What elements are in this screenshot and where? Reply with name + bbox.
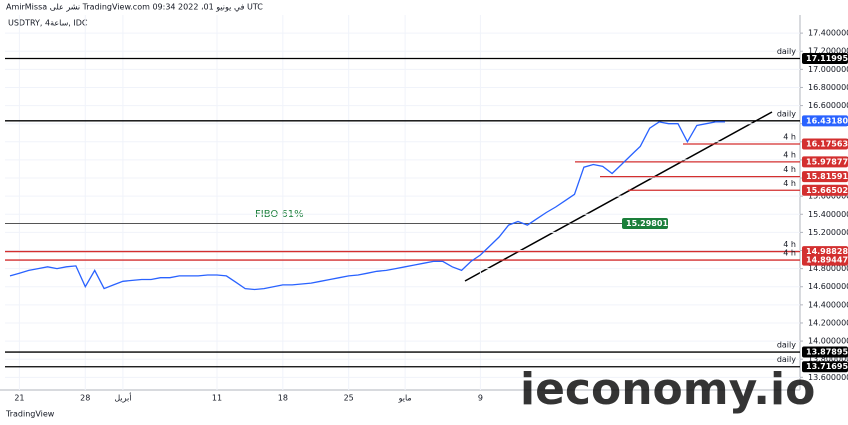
price-tag-label: 14.894473: [806, 256, 848, 265]
price-tag: [802, 115, 848, 127]
y-tick-label: 14.600000: [808, 282, 848, 291]
price-tag-label: 16.175630: [806, 140, 848, 149]
x-tick-label: أبريل: [114, 393, 131, 403]
y-tick-label: 17.400000: [808, 29, 848, 38]
level-note: 4 h: [783, 133, 796, 142]
y-tick-label: 14.200000: [808, 318, 848, 327]
y-tick-label: 15.200000: [808, 228, 848, 237]
price-tag: [802, 138, 848, 150]
y-tick-label: 13.800000: [808, 355, 848, 364]
y-tick-label: 14.000000: [808, 337, 848, 346]
x-tick-label: 25: [344, 394, 354, 403]
y-tick-label: 14.400000: [808, 300, 848, 309]
level-note: 4 h: [783, 165, 796, 174]
level-note: daily: [777, 355, 796, 364]
level-note: 4 h: [783, 240, 796, 249]
x-tick-label: 28: [80, 394, 90, 403]
y-tick-label: 15.600000: [808, 192, 848, 201]
price-tag-label: 16.431800: [806, 116, 848, 125]
price-tag: [802, 171, 848, 183]
price-tag-label: 15.665023: [806, 186, 848, 195]
price-tag: [802, 254, 848, 266]
price-tag: [802, 156, 848, 168]
y-tick-label: 16.800000: [808, 83, 848, 92]
price-tag-label: 14.988281: [806, 247, 848, 256]
price-tag: [802, 246, 848, 258]
price-tag-label: 17.119958: [806, 54, 848, 63]
y-tick-label: 16.600000: [808, 101, 848, 110]
level-note: 4 h: [783, 249, 796, 258]
header: AmirMissa نشر على TradingView.com في يون…: [6, 3, 263, 12]
x-tick-label: 18: [278, 394, 288, 403]
price-tag: [802, 346, 848, 358]
brand: TradingView: [5, 410, 55, 419]
y-tick-label: 17.000000: [808, 65, 848, 74]
price-tag: [622, 218, 668, 230]
price-tag-label: 15.815915: [806, 172, 848, 181]
price-tag-label: 13.878959: [806, 348, 848, 357]
level-note: daily: [777, 47, 796, 56]
level-note: daily: [777, 341, 796, 350]
symbol: USDTRY, 4ساعة, IDC: [8, 19, 88, 28]
price-tag: [802, 52, 848, 64]
y-tick-label: 15.400000: [808, 210, 848, 219]
level-note: daily: [777, 109, 796, 118]
x-tick-label: 21: [14, 394, 24, 403]
y-tick-label: 13.600000: [808, 373, 848, 382]
price-tag-label: 15.298016: [626, 219, 674, 228]
price-tag: [802, 361, 848, 373]
price-tag: [802, 184, 848, 196]
y-tick-label: 17.200000: [808, 47, 848, 56]
watermark: ieconomy.io: [520, 364, 815, 415]
x-tick-label: 9: [478, 394, 483, 403]
x-tick-label: مايو: [398, 394, 412, 403]
price-tag-label: 13.716956: [806, 362, 848, 371]
level-note: 4 h: [783, 179, 796, 188]
y-tick-label: 14.800000: [808, 264, 848, 273]
level-note: 4 h: [783, 150, 796, 159]
price-line: [9, 121, 725, 291]
x-tick-label: 11: [212, 394, 222, 403]
